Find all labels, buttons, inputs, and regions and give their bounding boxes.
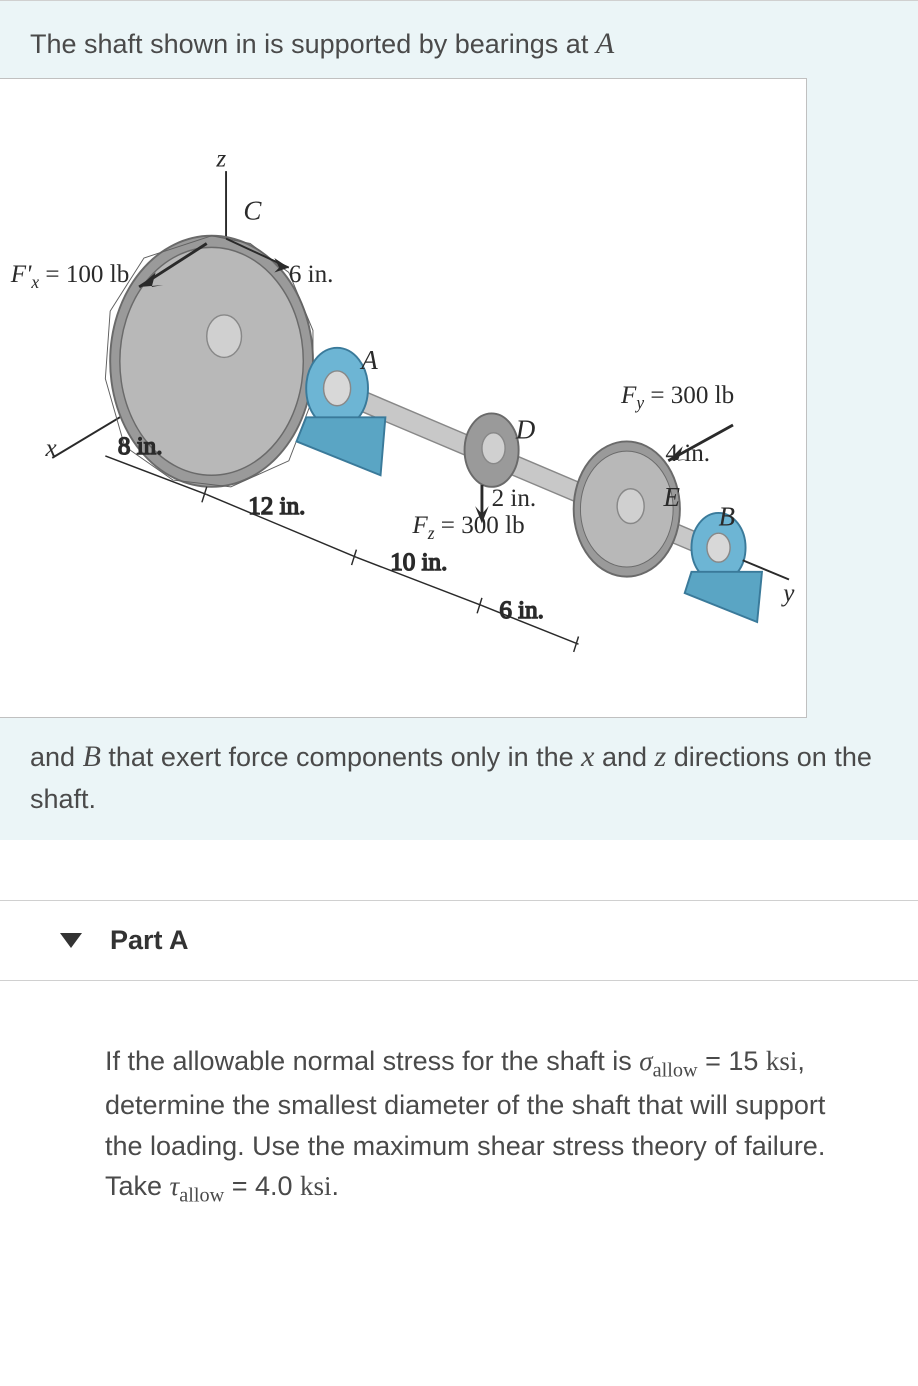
tau-sub: allow — [179, 1185, 224, 1207]
sigma-eq: = 15 — [698, 1046, 766, 1076]
cont-text-2: that exert force components only in the — [101, 742, 581, 772]
var-B: B — [83, 740, 101, 773]
svg-text:E: E — [662, 482, 680, 512]
pa-text-1: If the allowable normal stress for the s… — [105, 1046, 639, 1076]
svg-text:C: C — [243, 195, 262, 225]
var-z: z — [655, 740, 667, 773]
part-a-title: Part A — [110, 925, 189, 956]
axis-x-label: x — [44, 435, 56, 462]
shaft-diagram: z x C — [0, 89, 796, 707]
svg-text:6 in.: 6 in. — [289, 261, 334, 288]
cont-text-3: and — [594, 742, 654, 772]
sigma-unit: ksi — [766, 1046, 798, 1076]
var-A: A — [596, 27, 614, 60]
svg-text:4 in.: 4 in. — [665, 440, 710, 467]
axis-y-label: y — [780, 580, 795, 607]
svg-text:Fz = 300 lb: Fz = 300 lb — [411, 512, 524, 543]
figure-container: z x C — [0, 78, 807, 718]
gear-E: E — [574, 441, 681, 576]
pa-text-3: . — [332, 1171, 340, 1201]
var-x: x — [581, 740, 594, 773]
cont-text-1: and — [30, 742, 83, 772]
problem-statement-box: The shaft shown in is supported by beari… — [0, 0, 918, 840]
problem-intro: The shaft shown in is supported by beari… — [30, 21, 888, 66]
svg-text:A: A — [359, 345, 378, 375]
problem-continuation: and B that exert force components only i… — [30, 734, 888, 820]
caret-down-icon — [60, 933, 82, 948]
axis-z-label: z — [215, 145, 226, 172]
svg-text:8 in.: 8 in. — [118, 433, 163, 460]
part-a-body: If the allowable normal stress for the s… — [0, 981, 918, 1242]
bearing-B: B — [685, 501, 762, 622]
tau-var: τ — [170, 1171, 180, 1201]
svg-text:10 in.: 10 in. — [390, 549, 447, 576]
svg-text:F'x = 100 lb: F'x = 100 lb — [10, 261, 130, 292]
intro-text: The shaft shown in is supported by beari… — [30, 29, 596, 59]
part-a-section: Part A If the allowable normal stress fo… — [0, 900, 918, 1242]
svg-text:B: B — [719, 501, 736, 531]
svg-text:6 in.: 6 in. — [499, 597, 544, 624]
tau-unit: ksi — [300, 1171, 332, 1201]
sigma-sub: allow — [653, 1059, 698, 1081]
svg-text:2 in.: 2 in. — [492, 485, 537, 512]
sigma-var: σ — [639, 1046, 652, 1076]
svg-text:Fy = 300 lb: Fy = 300 lb — [620, 382, 734, 413]
tau-eq: = 4.0 — [224, 1171, 300, 1201]
part-a-header[interactable]: Part A — [0, 901, 918, 981]
svg-text:12 in.: 12 in. — [248, 493, 305, 520]
svg-text:D: D — [515, 415, 536, 445]
